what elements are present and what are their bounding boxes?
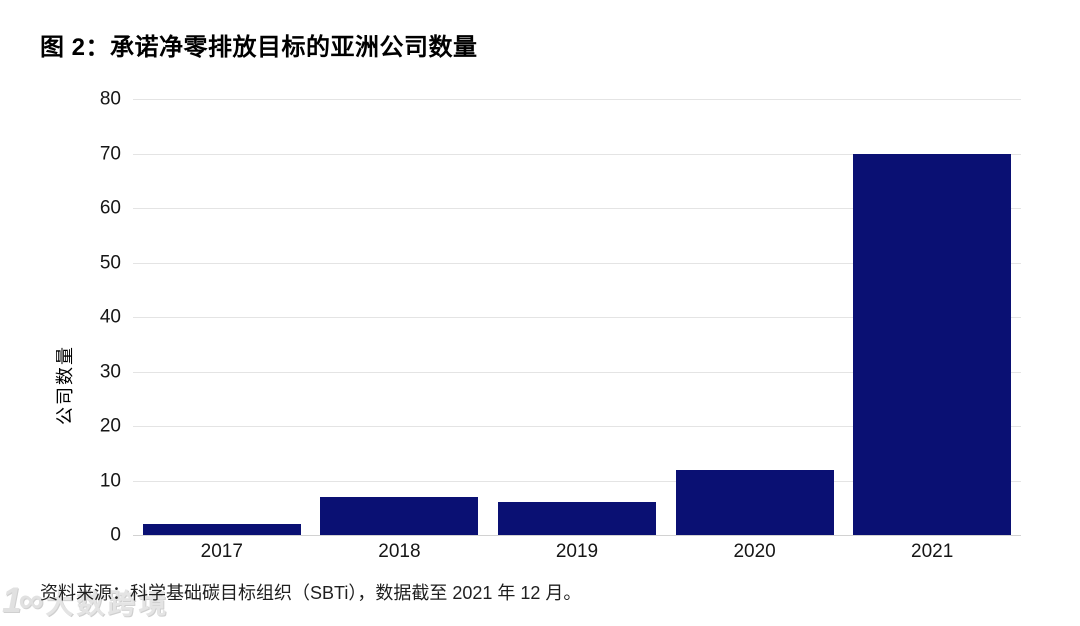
x-tick-label-2020: 2020	[733, 541, 776, 562]
y-tick-label-10: 10	[99, 470, 121, 491]
y-tick-label-0: 0	[110, 524, 121, 546]
gridline-0	[133, 535, 1021, 536]
y-tick-label-80: 80	[99, 88, 121, 110]
gridline-30	[133, 371, 1021, 373]
y-axis-title: 公司数量	[55, 345, 75, 425]
plot-area: 0 10 20 30 40 50 60 70 80 2017 2018 2019 2020 2021	[100, 90, 1021, 561]
gridline-70	[133, 153, 1021, 155]
gridline-60	[133, 208, 1021, 209]
watermark-100-logo-icon: 1∞	[2, 581, 43, 620]
gridline-20	[133, 426, 1021, 427]
x-tick-label-2017: 2017	[200, 541, 243, 562]
bar-2019	[497, 502, 657, 535]
gridline-10	[133, 480, 1021, 482]
y-tick-label-30: 30	[99, 361, 121, 382]
gridline-50	[133, 262, 1021, 264]
x-tick-label-2019: 2019	[555, 541, 599, 562]
y-tick-label-60: 60	[99, 197, 121, 219]
x-tick-label-2021: 2021	[911, 541, 954, 562]
bar-2017	[142, 524, 301, 535]
bar-2021	[853, 153, 1012, 535]
y-tick-label-50: 50	[99, 252, 121, 273]
gridline-80	[133, 99, 1021, 100]
source-note: 资料来源：科学基础碳目标组织（SBTi），数据截至 2021 年 12 月。	[40, 583, 582, 603]
gridline-40	[133, 317, 1021, 318]
y-tick-label-40: 40	[99, 306, 121, 328]
bar-2020	[675, 469, 834, 535]
y-tick-label-20: 20	[99, 415, 121, 437]
y-tick-label-70: 70	[99, 143, 121, 164]
bar-2018	[320, 496, 479, 535]
chart-title: 图 2：承诺净零排放目标的亚洲公司数量	[40, 34, 478, 61]
x-tick-label-2018: 2018	[378, 541, 421, 562]
